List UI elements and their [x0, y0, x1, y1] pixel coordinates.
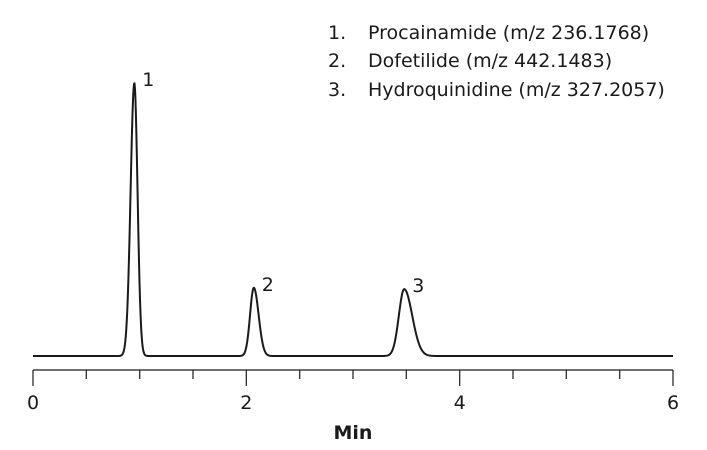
chromatogram-trace [32, 82, 674, 357]
x-tick-label-0: 0 [27, 392, 39, 414]
legend-text-3: Hydroquinidine (m/z 327.2057) [368, 79, 665, 101]
peak-labels: 1 2 3 [142, 69, 424, 297]
peak-label-1: 1 [142, 69, 154, 91]
peak-label-3: 3 [412, 275, 424, 297]
x-tick-label-4: 4 [454, 392, 466, 414]
legend-number-1: 1. [328, 22, 346, 44]
legend-text-2: Dofetilide (m/z 442.1483) [368, 50, 612, 72]
legend-text-1: Procainamide (m/z 236.1768) [368, 22, 649, 44]
x-axis-title: Min [334, 422, 373, 444]
x-tick-label-2: 2 [240, 392, 252, 414]
legend-number-3: 3. [328, 79, 346, 101]
legend-number-2: 2. [328, 50, 346, 72]
x-axis-ticks [32, 370, 674, 386]
x-axis-tick-labels: 0 2 4 6 [27, 392, 679, 414]
chart-legend: 1. Procainamide (m/z 236.1768) 2. Dofeti… [328, 22, 665, 101]
x-tick-label-6: 6 [667, 392, 679, 414]
peak-label-2: 2 [262, 274, 274, 296]
